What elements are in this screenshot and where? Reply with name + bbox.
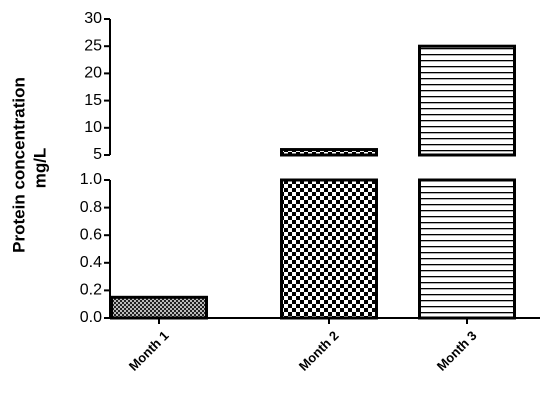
- y-tick-label: 0.4: [80, 254, 102, 271]
- y-tick-label: 0.0: [80, 309, 102, 326]
- y-tick-label: 0.8: [80, 199, 102, 216]
- y-axis-unit: mg/L: [30, 148, 49, 189]
- y-tick-label: 0.6: [80, 226, 102, 243]
- bar: [280, 148, 378, 157]
- y-tick-label: 0.2: [80, 282, 102, 299]
- bar: [418, 44, 516, 157]
- bar: [110, 295, 208, 320]
- y-tick-label: 30: [84, 10, 102, 27]
- x-tick-label: Month 2: [296, 328, 342, 374]
- x-tick-label: Month 3: [434, 328, 480, 374]
- bar: [418, 178, 516, 320]
- bar: [280, 178, 378, 320]
- x-tick-label: Month 1: [126, 328, 172, 374]
- y-axis-label: Protein concentration: [9, 77, 28, 253]
- y-tick-label: 20: [84, 65, 102, 82]
- y-tick-label: 15: [84, 92, 102, 109]
- y-tick-label: 5: [93, 146, 102, 163]
- y-tick-label: 10: [84, 119, 102, 136]
- y-tick-label: 25: [84, 37, 102, 54]
- y-tick-label: 1.0: [80, 171, 102, 188]
